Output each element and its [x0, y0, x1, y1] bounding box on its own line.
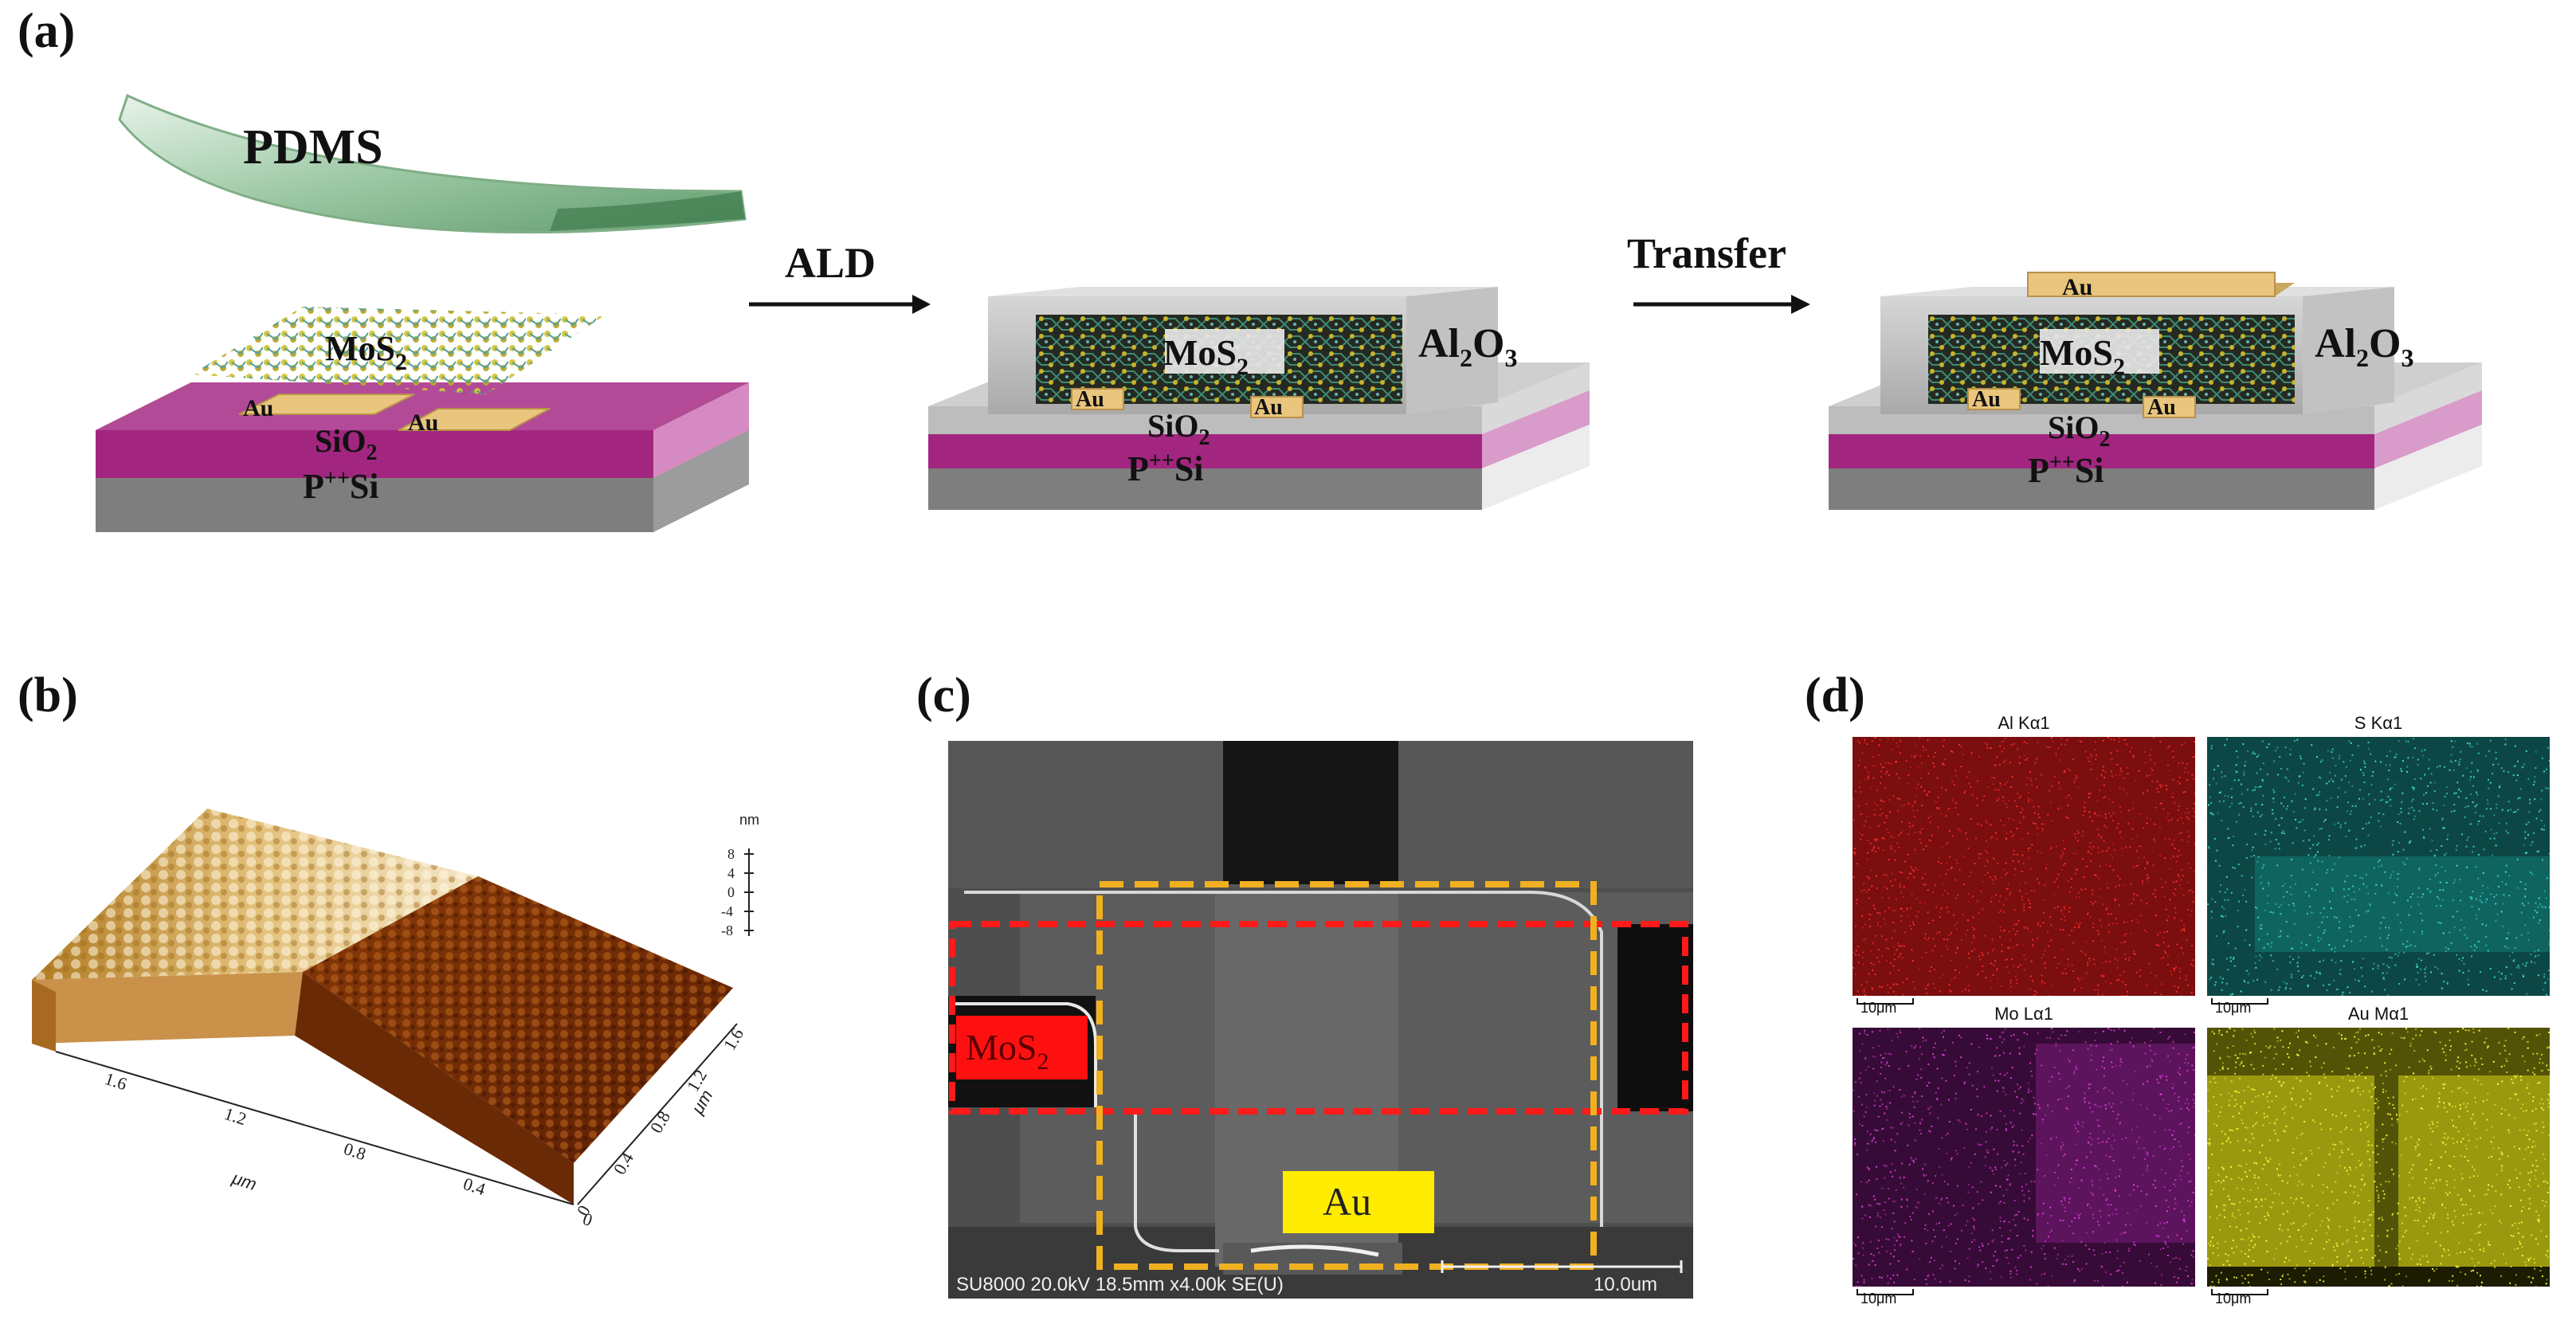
panel-a-label: (a): [18, 4, 76, 58]
sem-scale-bar: [1441, 1260, 1683, 1273]
au-label-box: [1283, 1171, 1434, 1233]
step2-device: [928, 287, 1590, 510]
y-tick-label: 0.8: [646, 1107, 674, 1136]
panel-d-edx: Al Kα1 S Kα1 Mo Lα1 Au Mα1 10μm 10μm 10μ…: [1853, 713, 2554, 1318]
panel-a-schematic: PDMS MoS2 Au Au SiO2 P++Si ALD MoS2 Al2O…: [96, 93, 2482, 532]
pdms-label: PDMS: [243, 120, 383, 174]
sem-footer: SU8000 20.0kV 18.5mm x4.00k SE(U): [956, 1274, 1284, 1295]
edx-map-s: [2207, 737, 2550, 996]
panel-d-label: (d): [1805, 668, 1865, 723]
svg-text:P++Si: P++Si: [2028, 450, 2104, 490]
mos2-label-box: [956, 1016, 1088, 1079]
panel-c-sem: MoS2 Au SU8000 20.0kV 18.5mm x4.00k SE(U…: [948, 741, 1693, 1299]
svg-text:MoS2: MoS2: [2040, 332, 2125, 380]
y-tick-label: 1.6: [719, 1024, 747, 1053]
panel-c-label: (c): [916, 668, 971, 723]
z-tick-label: 8: [727, 846, 735, 862]
svg-text:μm: μm: [687, 1087, 716, 1118]
svg-text:MoS2: MoS2: [1163, 332, 1249, 380]
edx-title-al: Al Kα1: [1998, 713, 2050, 733]
edx-map-au: [2207, 1028, 2550, 1287]
svg-text:MoS2: MoS2: [325, 329, 407, 375]
au-region-outline: [1096, 881, 1597, 1270]
ald-label: ALD: [785, 239, 876, 287]
svg-text:SiO2: SiO2: [2048, 409, 2110, 452]
edx-scalebar-au: [2211, 1289, 2268, 1295]
y-tick-label: 0.4: [610, 1149, 637, 1177]
svg-text:Au: Au: [2062, 274, 2092, 300]
svg-text:Au: Au: [1323, 1179, 1371, 1224]
svg-text:Al2O3: Al2O3: [2315, 321, 2413, 372]
step3-device: [1829, 272, 2482, 510]
panel-b-label: (b): [18, 668, 78, 723]
svg-text:Al2O3: Al2O3: [1418, 321, 1517, 372]
z-tick-label: 4: [727, 865, 735, 881]
edx-title-au: Au Mα1: [2347, 1004, 2409, 1024]
edx-scalebar-al: [1857, 998, 1914, 1005]
panel-b-afm: nm 840-4-8 1.61.20.80.40 μm 1.61.20.80.4…: [32, 809, 759, 1230]
z-tick-label: -4: [721, 903, 733, 919]
z-tick-label: -8: [721, 923, 733, 938]
step1-device: [96, 93, 749, 532]
edx-scalebar-s: [2211, 998, 2268, 1005]
edx-map-mo: [1853, 1028, 2195, 1287]
svg-text:Au: Au: [2147, 395, 2176, 420]
svg-text:SiO2: SiO2: [315, 423, 377, 465]
svg-text:Au: Au: [408, 409, 438, 436]
z-tick-label: 0: [727, 884, 735, 900]
svg-text:Au: Au: [1254, 395, 1283, 420]
svg-text:μm: μm: [229, 1168, 260, 1194]
svg-text:P++Si: P++Si: [1127, 449, 1204, 488]
pdms-stamp: [118, 93, 747, 234]
svg-text:SiO2: SiO2: [1147, 408, 1210, 450]
edx-map-al: [1853, 737, 2195, 996]
svg-text:Au: Au: [1076, 387, 1104, 412]
svg-text:MoS2: MoS2: [966, 1027, 1049, 1075]
edx-title-s: S Kα1: [2354, 713, 2403, 733]
svg-text:Au: Au: [1972, 387, 2001, 412]
transfer-label: Transfer: [1627, 229, 1786, 277]
svg-text:nm: nm: [739, 812, 759, 828]
svg-text:P++Si: P++Si: [303, 466, 379, 506]
edx-title-mo: Mo Lα1: [1994, 1004, 2053, 1024]
svg-text:Au: Au: [243, 395, 273, 421]
svg-text:10.0um: 10.0um: [1594, 1274, 1657, 1295]
edx-scalebar-mo: [1857, 1289, 1914, 1295]
